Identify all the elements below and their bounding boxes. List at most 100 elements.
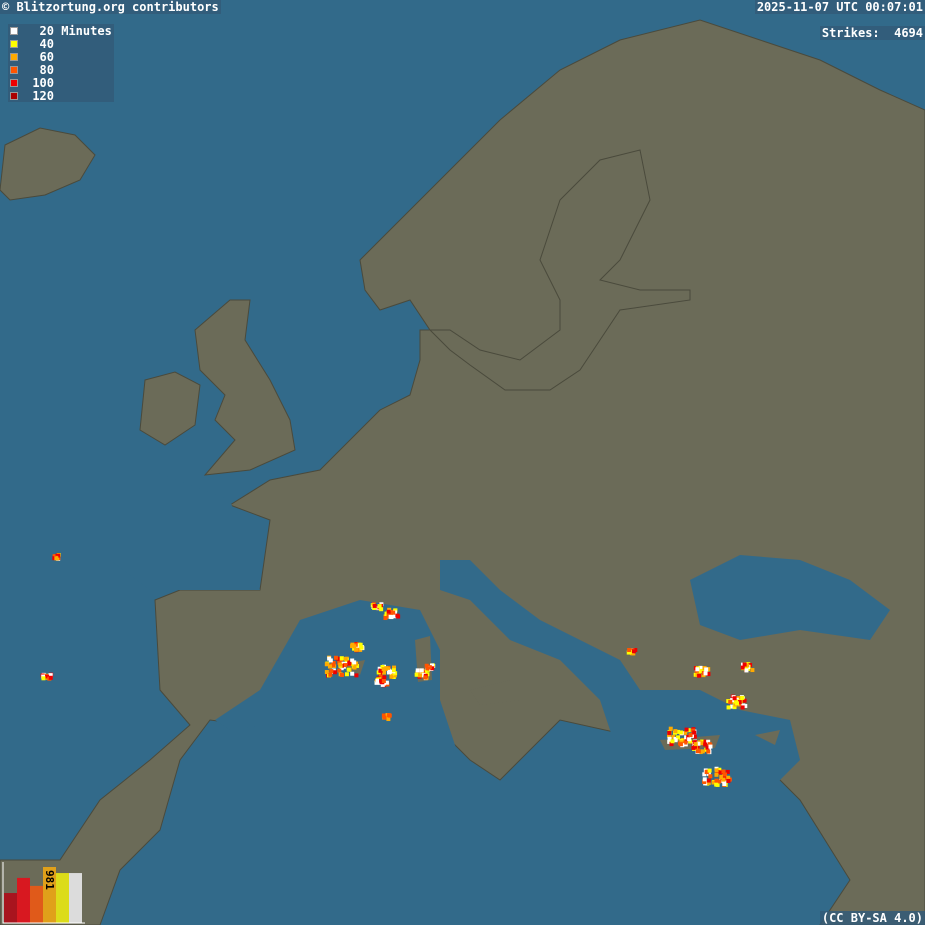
strike-mark (722, 782, 727, 787)
histogram-bar (30, 885, 43, 923)
strike-mark (350, 658, 355, 663)
strike-mark (384, 680, 389, 685)
strike-mark (728, 699, 733, 704)
strike-mark (706, 739, 711, 744)
strike-mark (346, 667, 351, 672)
strike-mark (703, 742, 708, 747)
strike-mark (377, 604, 382, 609)
histogram-axis (2, 862, 85, 924)
histogram-bar (17, 877, 30, 923)
strike-mark (669, 742, 674, 747)
strike-mark (378, 672, 383, 677)
legend-item: 80 (8, 63, 114, 77)
strike-mark (379, 607, 384, 612)
strike-mark (726, 705, 731, 710)
strike-mark (350, 671, 355, 676)
histogram-bar (4, 893, 17, 923)
strike-counter: Strikes: 4694 (819, 26, 925, 40)
strike-mark (382, 715, 387, 720)
strike-mark (699, 741, 704, 746)
strike-mark (667, 730, 672, 735)
strike-mark (352, 665, 357, 670)
strike-mark (740, 705, 745, 710)
strike-mark (692, 730, 697, 735)
strike-mark (740, 695, 745, 700)
strike-mark (382, 675, 387, 680)
strike-mark (48, 673, 53, 678)
strike-mark (389, 674, 394, 679)
legend-item: 100 (8, 76, 114, 90)
strike-mark (718, 770, 723, 775)
strike-mark (345, 660, 350, 665)
strike-mark (423, 669, 428, 674)
strike-mark (696, 741, 701, 746)
strike-mark (700, 668, 705, 673)
sicily (470, 680, 520, 705)
strike-mark (423, 675, 428, 680)
strike-mark (688, 739, 693, 744)
strike-mark (730, 704, 735, 709)
strike-mark (391, 668, 396, 673)
histogram-bar (43, 867, 56, 923)
strike-mark (386, 613, 391, 618)
strike-mark (626, 650, 631, 655)
strike-mark (347, 661, 352, 666)
strike-mark (668, 726, 673, 731)
strike-mark (678, 730, 683, 735)
strike-mark (338, 662, 343, 667)
strike-mark (337, 668, 342, 673)
strike-mark (702, 779, 707, 784)
legend-item: 20 Minutes (8, 24, 114, 38)
strike-mark (695, 749, 700, 754)
strike-mark (750, 668, 755, 673)
strike-mark (393, 608, 398, 613)
strike-mark (702, 777, 707, 782)
strike-mark (358, 642, 363, 647)
bay-of-biscay (90, 470, 260, 590)
legend-item: 120 (8, 89, 114, 103)
strike-mark (55, 553, 60, 558)
strike-mark (687, 737, 692, 742)
strike-mark (379, 674, 384, 679)
strike-mark (686, 734, 691, 739)
strike-mark (427, 665, 432, 670)
strike-mark (392, 673, 397, 678)
strike-mark (388, 611, 393, 616)
strike-mark (329, 669, 334, 674)
strike-mark (627, 648, 632, 653)
strike-mark (324, 670, 329, 675)
strike-mark (419, 668, 424, 673)
strike-mark (707, 742, 712, 747)
histogram-max-label: 981 (43, 870, 56, 890)
strike-mark (667, 736, 672, 741)
strike-mark (717, 779, 722, 784)
strike-mark (706, 780, 711, 785)
strike-mark (741, 703, 746, 708)
strike-mark (671, 734, 676, 739)
strike-mark (352, 660, 357, 665)
strike-mark (430, 666, 435, 671)
strike-mark (380, 664, 385, 669)
strike-mark (732, 696, 737, 701)
strike-mark (339, 656, 344, 661)
strike-mark (714, 772, 719, 777)
strike-mark (676, 735, 681, 740)
timestamp: 2025-11-07 UTC 00:07:01 (754, 0, 925, 14)
legend-swatch (10, 26, 18, 35)
strike-mark (391, 610, 396, 615)
strike-mark (52, 556, 57, 561)
strike-mark (706, 771, 711, 776)
strike-mark (425, 666, 430, 671)
strike-mark (327, 664, 332, 669)
strike-mark (332, 670, 337, 675)
strike-mark (742, 662, 747, 667)
strike-mark (722, 779, 727, 784)
strike-mark (683, 740, 688, 745)
strike-mark (742, 698, 747, 703)
strike-mark (667, 739, 672, 744)
strike-mark (339, 672, 344, 677)
strike-mark (708, 744, 713, 749)
strike-mark (726, 778, 731, 783)
strike-mark (386, 666, 391, 671)
